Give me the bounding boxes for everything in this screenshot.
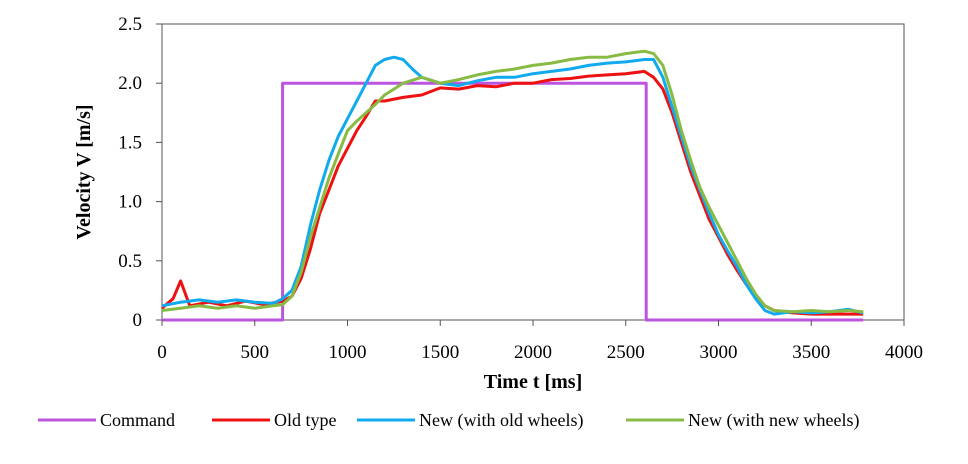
x-tick-label: 3000 [700, 342, 738, 363]
x-axis-ticks: 0 500 1000 1500 2000 2500 3000 3500 4000 [157, 320, 923, 363]
y-tick-label: 1.0 [118, 192, 142, 213]
x-axis-label: Time t [ms] [484, 371, 583, 393]
y-axis-label: Velocity V [m/s] [73, 104, 95, 239]
legend-label-3: New (with new wheels) [688, 410, 859, 431]
series-line-1 [161, 69, 864, 316]
x-tick-label: 3500 [792, 342, 830, 363]
series-group [161, 49, 864, 322]
series-line-2 [161, 55, 864, 316]
plot-area-frame [161, 23, 905, 321]
x-tick-label: 2000 [514, 342, 552, 363]
y-tick-label: 0.5 [118, 251, 142, 272]
series-line-3 [161, 49, 864, 314]
legend: Command Old type New (with old wheels) New … [38, 410, 859, 431]
legend-label-1: Old type [274, 410, 337, 430]
y-tick-label: 2.5 [118, 14, 142, 35]
y-tick-label: 2.0 [118, 73, 142, 94]
y-tick-label: 1.5 [118, 132, 142, 153]
series-line-0 [162, 81, 864, 322]
x-tick-label: 1000 [329, 342, 367, 363]
legend-label-0: Command [100, 410, 175, 430]
x-tick-label: 0 [157, 342, 167, 363]
y-tick-label: 0 [133, 310, 143, 331]
x-tick-label: 4000 [885, 342, 923, 363]
x-tick-label: 2500 [607, 342, 645, 363]
y-axis-ticks: 0 0.5 1.0 1.5 2.0 2.5 [118, 14, 162, 331]
legend-label-2: New (with old wheels) [419, 410, 583, 431]
x-tick-label: 500 [241, 342, 270, 363]
x-tick-label: 1500 [421, 342, 459, 363]
